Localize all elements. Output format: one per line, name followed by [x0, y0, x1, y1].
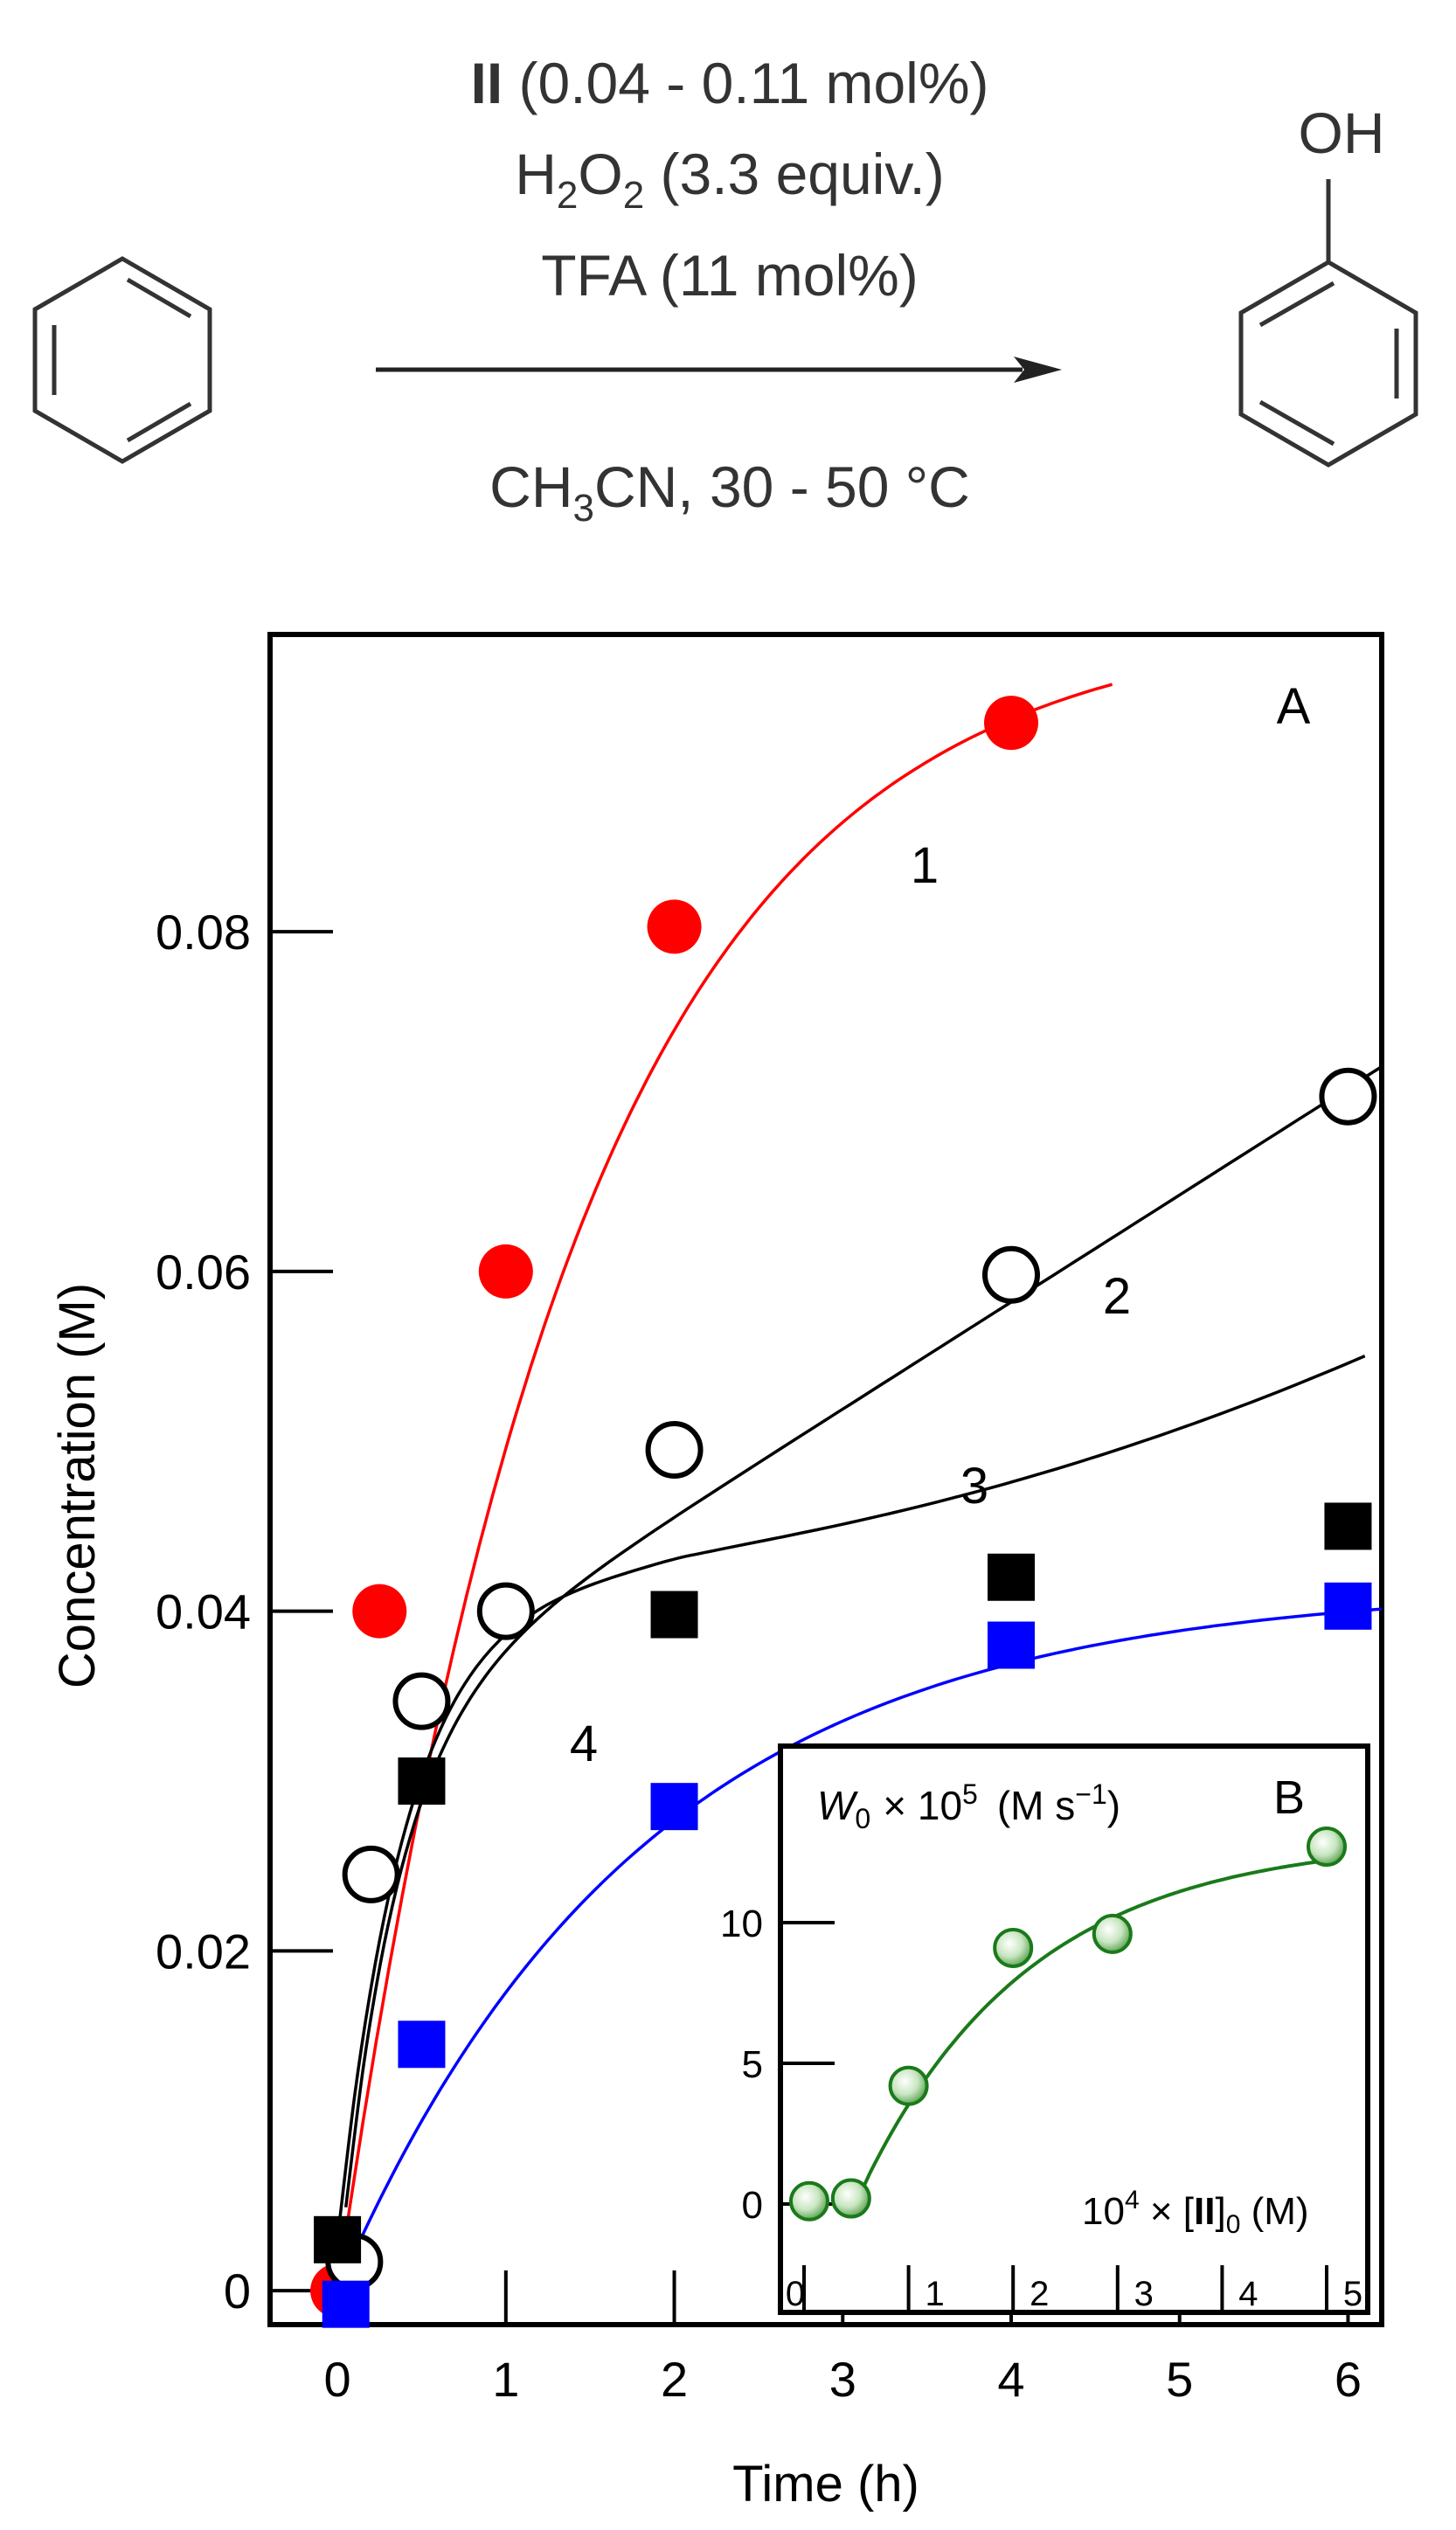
hydroxyl-label: OH	[1299, 101, 1385, 165]
x-axis-a: 0 1 2 3 4 5 6	[324, 2270, 1362, 2407]
x-tick-label-5: 5	[1166, 2352, 1193, 2407]
inset-data-point-0	[788, 2180, 829, 2222]
data-point-s3-0	[314, 2215, 362, 2263]
data-point-s1-3	[647, 899, 702, 954]
series-label-3: 3	[960, 1458, 988, 1515]
reaction-arrow	[376, 357, 1062, 383]
series-label-4: 4	[570, 1716, 598, 1772]
series-label-1: 1	[911, 837, 939, 894]
benzene-structure	[32, 256, 212, 464]
reaction-scheme: II (0.04 - 0.11 mol%) H2O2 (3.3 equiv.) …	[32, 51, 1418, 530]
fit-curve-2	[343, 1065, 1383, 2208]
inset-y-tick-label-1: 5	[742, 2043, 763, 2086]
plot-frame-b	[778, 1743, 1370, 2315]
data-point-s1-1	[352, 1584, 407, 1639]
inset-data-point-3	[993, 1927, 1034, 1968]
data-points-b	[788, 1826, 1347, 2222]
inset-y-tick-label-2: 10	[720, 1903, 763, 1945]
inset-x-tick-label-5: 5	[1343, 2275, 1362, 2313]
inset-y-tick-label-0: 0	[742, 2184, 763, 2227]
y-tick-label-3: 0.06	[156, 1244, 251, 1300]
fit-curve-1	[336, 683, 1113, 2291]
fit-curve-4	[352, 1607, 1383, 2254]
data-point-s2-4	[645, 1420, 704, 1479]
inset-x-tick-label-4: 4	[1238, 2275, 1258, 2313]
inset-x-tick-label-1: 1	[925, 2275, 944, 2313]
x-tick-label-1: 1	[492, 2352, 519, 2407]
catalyst-label: II	[470, 51, 503, 115]
data-point-s2-2	[392, 1672, 451, 1730]
inset-data-point-1	[830, 2178, 871, 2219]
concentration-time-chart: 0 0.02 0.04 0.06 0.08 0 1 2 3 4 5 6 Concentration …	[49, 632, 1384, 2513]
data-point-s1-2	[478, 1244, 533, 1299]
inset-y-label: W0 × 105 (M s−1)	[817, 1778, 1120, 1834]
inset-x-tick-label-0: 0	[786, 2275, 805, 2313]
y-tick-label-2: 0.04	[156, 1584, 251, 1639]
inset-x-tick-label-2: 2	[1030, 2275, 1049, 2313]
fit-curve-3	[336, 1354, 1366, 2241]
series-label-2: 2	[1103, 1268, 1131, 1325]
acid-line: TFA (11 mol%)	[541, 243, 919, 308]
inset-data-point-4	[1092, 1913, 1133, 1954]
solvent-line: CH3CN, 30 - 50 °C	[489, 454, 970, 530]
inset-data-point-5	[1307, 1826, 1347, 1868]
y-axis-a: 0 0.02 0.04 0.06 0.08	[156, 905, 333, 2319]
inset-x-label: 104 × [II]0 (M)	[1082, 2186, 1309, 2239]
data-point-s3-3	[988, 1553, 1035, 1601]
data-point-s4-3	[988, 1621, 1035, 1669]
data-point-s2-3	[476, 1582, 535, 1640]
data-point-s2-6	[1319, 1067, 1377, 1126]
plot-frame-a	[267, 632, 1384, 2327]
inset-chart-b: 0 5 10 0 1 2 3 4 5 W0 × 105 (M s−1) 104 × [II]0 (…	[720, 1743, 1370, 2315]
catalyst-amount: (0.04 - 0.11 mol%)	[503, 51, 988, 115]
data-point-s3-1	[398, 1757, 446, 1806]
data-point-s4-1	[398, 2021, 446, 2069]
y-tick-label-1: 0.02	[156, 1923, 251, 1979]
x-axis-label: Time (h)	[732, 2456, 919, 2513]
data-point-s4-4	[1324, 1582, 1372, 1630]
oxidant-line: H2O2 (3.3 equiv.)	[515, 142, 945, 217]
x-tick-label-2: 2	[661, 2352, 688, 2407]
y-axis-b: 0 5 10	[720, 1903, 835, 2227]
x-tick-label-6: 6	[1335, 2352, 1362, 2407]
data-point-s3-4	[1324, 1502, 1372, 1550]
phenol-structure	[1238, 179, 1418, 468]
x-tick-label-4: 4	[997, 2352, 1024, 2407]
panel-label-b: B	[1273, 1771, 1305, 1824]
data-point-s4-0	[322, 2280, 370, 2328]
data-point-s2-1	[342, 1845, 400, 1903]
fit-curves-a	[336, 683, 1383, 2291]
data-point-s1-4	[984, 696, 1038, 751]
data-points-a	[310, 696, 1377, 2328]
data-point-s3-2	[650, 1591, 698, 1639]
x-tick-label-0: 0	[324, 2352, 351, 2407]
inset-x-tick-label-3: 3	[1134, 2275, 1154, 2313]
data-point-s2-5	[982, 1245, 1040, 1304]
x-tick-label-3: 3	[829, 2352, 856, 2407]
y-tick-label-4: 0.08	[156, 905, 251, 960]
panel-label-a: A	[1277, 678, 1311, 735]
x-axis-b: 0 1 2 3 4 5	[786, 2265, 1362, 2313]
catalyst-line: II (0.04 - 0.11 mol%)	[470, 51, 988, 115]
y-axis-label: Concentration (M)	[49, 1283, 106, 1688]
y-tick-label-0: 0	[224, 2263, 251, 2319]
inset-data-point-2	[888, 2065, 929, 2106]
data-point-s4-2	[650, 1783, 698, 1831]
